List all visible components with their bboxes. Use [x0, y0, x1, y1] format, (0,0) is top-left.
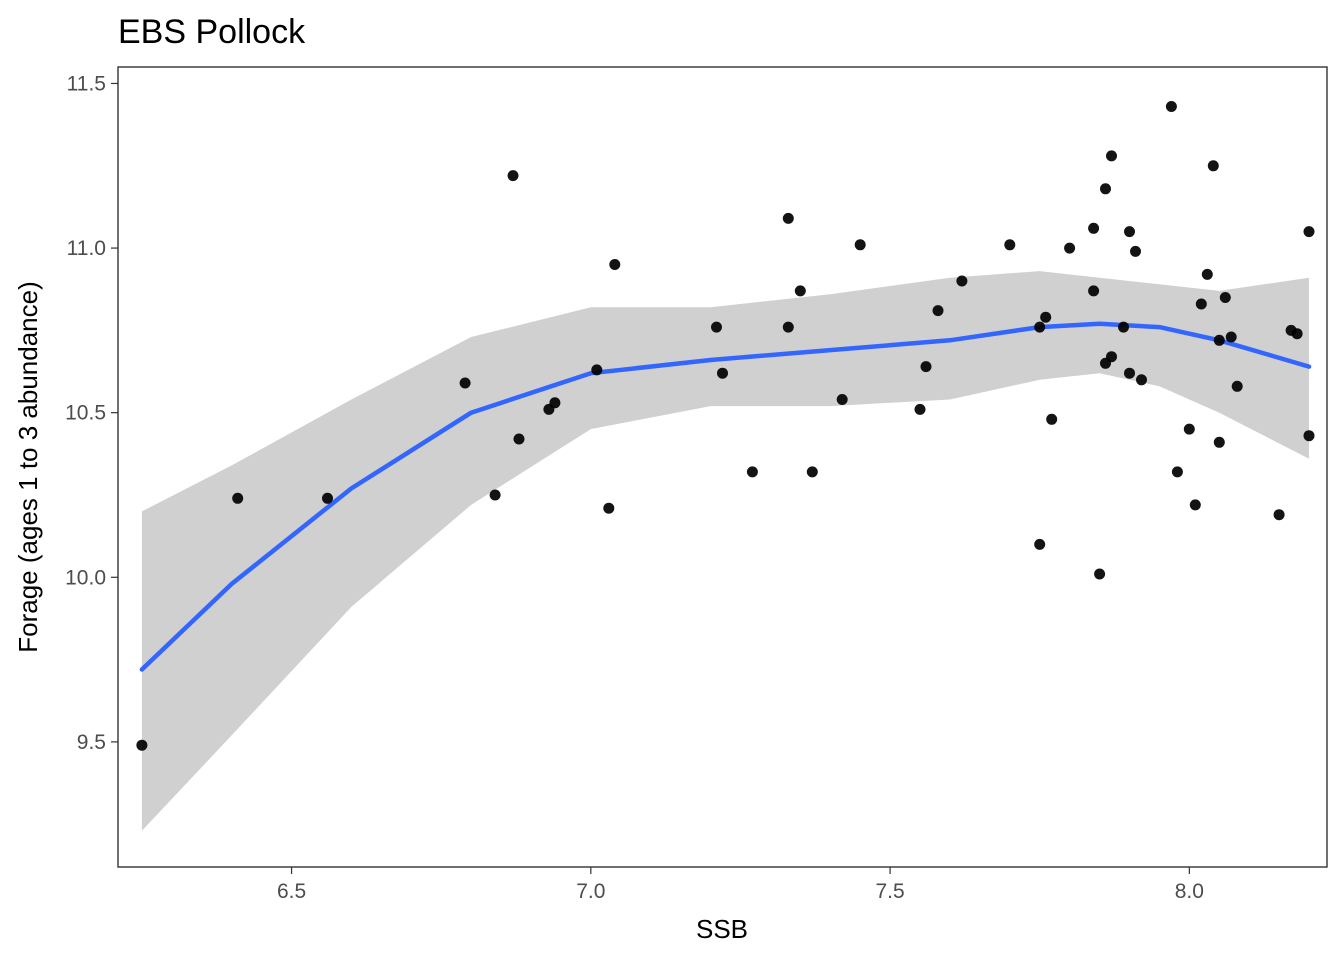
chart-title: EBS Pollock — [118, 13, 306, 51]
data-point — [507, 170, 519, 182]
data-point — [459, 377, 471, 389]
data-point — [746, 466, 758, 478]
data-point — [136, 739, 148, 751]
confidence-band — [141, 271, 1309, 831]
data-point — [717, 367, 728, 379]
data-point — [1118, 321, 1129, 333]
data-point — [1106, 351, 1117, 363]
data-point — [1088, 222, 1100, 234]
data-point — [1291, 328, 1303, 340]
data-point — [1231, 380, 1243, 392]
data-point — [1136, 374, 1147, 386]
data-point — [1195, 298, 1207, 310]
y-tick-label: 10.5 — [65, 402, 106, 425]
data-point — [836, 394, 848, 405]
data-point — [956, 275, 968, 287]
data-point — [591, 364, 603, 376]
data-point — [1225, 331, 1237, 343]
data-point — [794, 285, 806, 297]
y-tick-label: 11.0 — [67, 237, 106, 260]
data-point — [1303, 226, 1315, 238]
y-axis-label: Forage (ages 1 to 3 abundance) — [13, 281, 43, 652]
data-point — [322, 492, 333, 504]
data-point — [782, 212, 794, 224]
data-point — [1088, 285, 1100, 297]
data-point — [1094, 568, 1106, 580]
data-point — [1034, 321, 1046, 333]
data-point — [711, 321, 722, 333]
data-point — [489, 489, 501, 501]
data-point — [806, 466, 818, 478]
data-point — [1201, 268, 1213, 280]
x-tick-label: 7.0 — [576, 880, 605, 903]
data-point — [1219, 292, 1231, 303]
data-point — [1130, 245, 1141, 257]
data-point — [782, 321, 794, 333]
data-point — [854, 239, 866, 251]
data-point — [1273, 509, 1285, 521]
data-point — [1189, 499, 1201, 511]
data-point — [549, 397, 561, 409]
data-point — [932, 305, 944, 317]
data-point — [1183, 423, 1195, 435]
data-point — [513, 433, 525, 445]
smooth-line-layer — [139, 321, 1312, 672]
points-layer — [136, 101, 1315, 751]
x-tick-label: 7.5 — [875, 880, 904, 903]
data-point — [920, 361, 932, 373]
data-point — [1124, 367, 1135, 379]
data-point — [232, 492, 244, 504]
data-point — [609, 259, 621, 270]
y-tick-label: 9.5 — [77, 731, 106, 754]
data-point — [1004, 239, 1016, 251]
data-point — [1034, 538, 1046, 550]
data-point — [603, 502, 615, 514]
data-point — [914, 403, 926, 415]
data-point — [1165, 101, 1177, 112]
x-axis-label: SSB — [696, 914, 748, 944]
smooth-line — [139, 321, 1312, 672]
data-point — [1064, 242, 1076, 254]
y-tick-label: 10.0 — [65, 566, 106, 589]
data-point — [1124, 226, 1135, 238]
y-axis: 9.5 10.0 10.5 11.0 11.5 — [65, 72, 118, 754]
data-point — [1207, 160, 1219, 172]
data-point — [1171, 466, 1183, 478]
data-point — [1106, 150, 1117, 162]
x-tick-label: 6.5 — [277, 880, 306, 903]
data-point — [1046, 413, 1058, 425]
x-axis: 6.5 7.0 7.5 8.0 — [277, 867, 1204, 903]
data-point — [1213, 436, 1225, 448]
confidence-band-layer — [141, 271, 1309, 831]
data-point — [1100, 183, 1111, 195]
y-tick-label: 11.5 — [67, 72, 106, 95]
data-point — [1303, 430, 1315, 442]
data-point — [1040, 311, 1052, 323]
data-point — [1213, 334, 1225, 346]
x-tick-label: 8.0 — [1175, 880, 1204, 903]
